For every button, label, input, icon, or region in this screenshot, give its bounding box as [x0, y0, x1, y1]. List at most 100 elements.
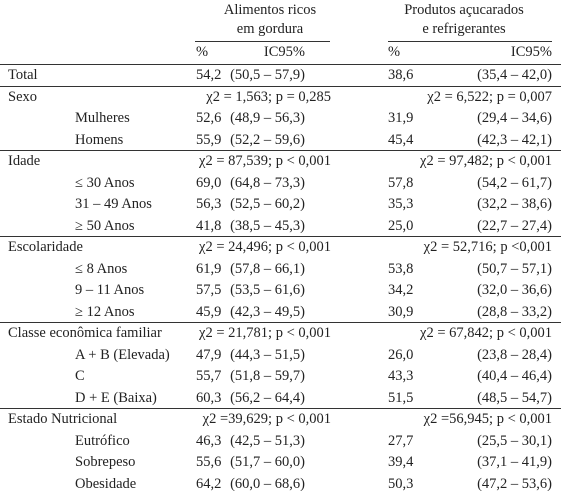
cell: 34,2: [388, 282, 414, 298]
cell: (40,4 – 46,4): [477, 368, 552, 384]
column-header: IC95%: [510, 44, 552, 60]
cell: (56,2 – 64,4): [230, 389, 305, 406]
cell: 25,0: [388, 217, 414, 234]
cell: 51,5: [388, 389, 414, 406]
rule: [195, 41, 330, 42]
cell: (50,7 – 57,1): [477, 260, 552, 277]
row-sublabel: D + E (Baixa): [75, 389, 157, 406]
row-label: Sexo: [8, 88, 37, 105]
cell: (35,4 – 42,0): [477, 67, 552, 83]
cell: (60,0 – 68,6): [230, 475, 305, 491]
cell: (53,5 – 61,6): [230, 282, 305, 298]
cell: 30,9: [388, 303, 414, 320]
cell: 27,7: [388, 432, 414, 449]
cell: 56,3: [196, 196, 222, 212]
cell: (51,7 – 60,0): [230, 454, 305, 470]
cell: 35,3: [388, 196, 414, 212]
test-stat: χ2 = 21,781; p < 0,001: [199, 325, 331, 341]
cell: 26,0: [388, 346, 414, 363]
cell: (28,8 – 33,2): [477, 303, 552, 320]
row-sublabel: 9 – 11 Anos: [75, 282, 145, 298]
cell: 38,6: [388, 67, 414, 83]
cell: (48,5 – 54,7): [477, 389, 552, 406]
cell: (52,2 – 59,6): [230, 131, 305, 148]
cell: 57,8: [388, 174, 414, 191]
cell: (52,5 – 60,2): [230, 196, 305, 212]
test-stat: χ2 =56,945; p < 0,001: [423, 411, 552, 427]
column-header: %: [388, 44, 401, 60]
cell: 69,0: [196, 174, 222, 191]
cell: (48,9 – 56,3): [230, 110, 305, 126]
rule: [0, 150, 561, 151]
cell: 31,9: [388, 110, 414, 126]
column-header: IC95%: [263, 44, 305, 60]
test-stat: χ2 = 1,563; p = 0,285: [206, 88, 331, 105]
rule: [0, 408, 561, 409]
row-sublabel: Sobrepeso: [75, 454, 136, 470]
cell: (47,2 – 53,6): [477, 475, 552, 491]
cell: 55,6: [196, 454, 222, 470]
test-stat: χ2 = 6,522; p = 0,007: [427, 88, 552, 105]
group-header: e refrigerantes: [422, 21, 506, 37]
rule: [388, 41, 552, 42]
cell: (57,8 – 66,1): [230, 260, 305, 277]
cell: 45,9: [196, 303, 222, 320]
row-label: Classe econômica familiar: [8, 325, 162, 341]
rule: [0, 64, 561, 65]
cell: 55,9: [196, 131, 222, 148]
cell: (64,8 – 73,3): [230, 174, 305, 191]
group-header: Alimentos ricos: [223, 2, 317, 18]
row-label: Idade: [8, 153, 41, 169]
row-sublabel: ≤ 30 Anos: [75, 174, 135, 191]
row-sublabel: Eutrófico: [75, 432, 130, 449]
cell: (42,5 – 51,3): [230, 432, 305, 449]
row-label: Total: [8, 67, 38, 83]
row-sublabel: Obesidade: [75, 475, 137, 491]
cell: 45,4: [388, 131, 414, 148]
row-sublabel: C: [75, 368, 85, 384]
rule: [0, 322, 561, 323]
row-sublabel: Mulheres: [75, 110, 130, 126]
row-sublabel: ≤ 8 Anos: [75, 260, 128, 277]
cell: (32,2 – 38,6): [477, 196, 552, 212]
test-stat: χ2 = 97,482; p < 0,001: [420, 153, 552, 169]
cell: (32,0 – 36,6): [477, 282, 552, 298]
row-sublabel: ≥ 12 Anos: [75, 303, 135, 320]
row-label: Estado Nutricional: [8, 411, 118, 427]
cell: 64,2: [196, 475, 222, 491]
cell: 50,3: [388, 475, 414, 491]
cell: (38,5 – 45,3): [230, 217, 305, 234]
cell: (42,3 – 42,1): [477, 131, 552, 148]
cell: 43,3: [388, 368, 414, 384]
row-label: Escolaridade: [8, 239, 83, 255]
cell: 54,2: [196, 67, 222, 83]
cell: 61,9: [196, 260, 222, 277]
cell: 41,8: [196, 217, 222, 234]
cell: 52,6: [196, 110, 222, 126]
cell: (22,7 – 27,4): [477, 217, 552, 234]
cell: 57,5: [196, 282, 222, 298]
cell: (37,1 – 41,9): [477, 454, 552, 470]
cell: (51,8 – 59,7): [230, 368, 305, 384]
column-header: %: [196, 44, 209, 60]
row-sublabel: A + B (Elevada): [75, 346, 170, 363]
row-sublabel: 31 – 49 Anos: [75, 196, 152, 212]
cell: (44,3 – 51,5): [230, 346, 305, 363]
cell: (29,4 – 34,6): [477, 110, 552, 126]
group-header: em gordura: [236, 21, 304, 37]
row-sublabel: ≥ 50 Anos: [75, 217, 135, 234]
group-header: Produtos açucarados: [404, 2, 524, 18]
cell: (42,3 – 49,5): [230, 303, 305, 320]
cell: 55,7: [196, 368, 222, 384]
test-stat: χ2 =39,629; p < 0,001: [202, 411, 331, 427]
rule: [0, 85, 561, 87]
cell: 46,3: [196, 432, 222, 449]
cell: (25,5 – 30,1): [477, 432, 552, 449]
cell: 60,3: [196, 389, 222, 406]
cell: 53,8: [388, 260, 414, 277]
test-stat: χ2 = 52,716; p <0,001: [423, 239, 552, 255]
cell: (23,8 – 28,4): [477, 346, 552, 363]
cell: 39,4: [388, 454, 414, 470]
row-sublabel: Homens: [75, 131, 124, 148]
